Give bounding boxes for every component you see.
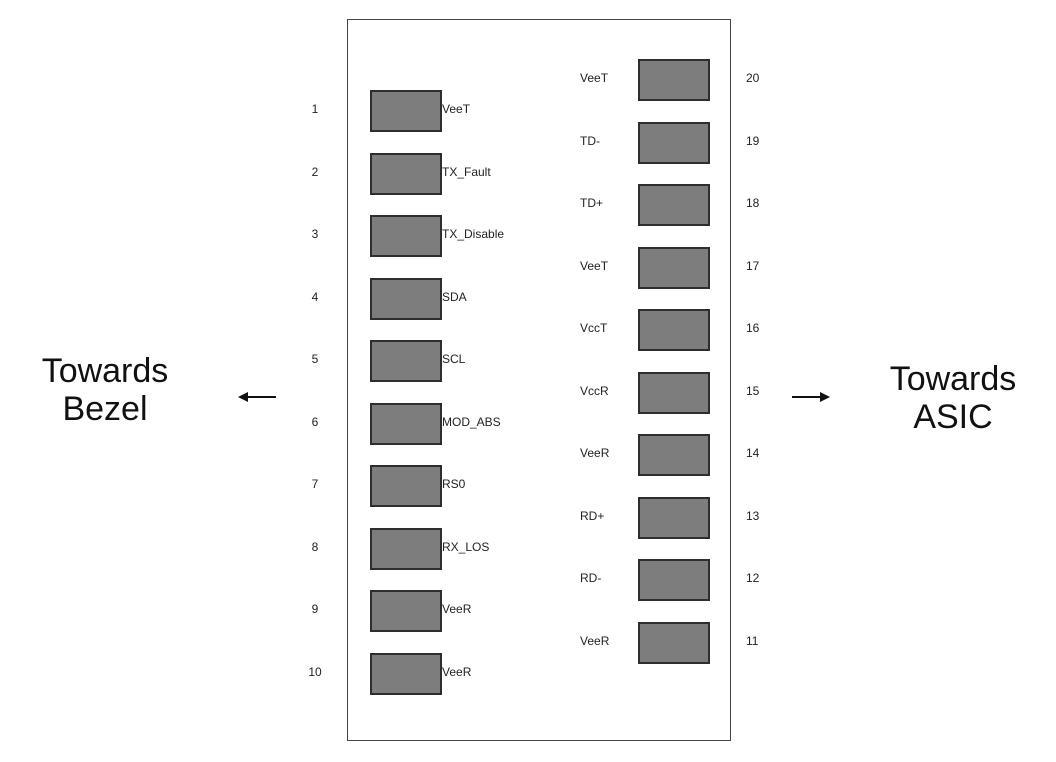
pin-row-17: 17 VeeT — [560, 246, 780, 291]
pin-pad — [370, 527, 442, 570]
pin-signal-label: SCL — [442, 352, 466, 366]
arrow-left-icon — [238, 392, 276, 402]
pin-row-6: 6 MOD_ABS — [300, 402, 560, 447]
towards-bezel-line-2: Bezel — [62, 390, 148, 428]
pin-number: 13 — [746, 508, 760, 523]
pin-number: 2 — [311, 164, 319, 179]
pin-signal-label: VeeR — [580, 633, 610, 648]
pin-signal-label: VeeR — [580, 446, 610, 460]
pin-signal-label: RX_LOS — [442, 539, 490, 554]
pin-number: 16 — [746, 321, 760, 335]
arrow-right-icon — [792, 392, 830, 402]
pin-row-16: 16 VccT — [560, 309, 780, 353]
pin-row-2: 2 TX_Fault — [300, 152, 560, 197]
pin-signal-label: RD+ — [580, 508, 605, 523]
pin-row-5: 5 SCL — [300, 340, 560, 384]
pin-signal-label: TX_Disable — [442, 227, 505, 241]
pin-number: 5 — [311, 352, 319, 366]
pin-pad — [638, 59, 710, 101]
pin-number: 3 — [311, 227, 319, 241]
pin-pad — [638, 496, 710, 539]
pin-signal-label: VccT — [580, 321, 608, 335]
pin-number: 11 — [746, 633, 759, 648]
pin-row-7: 7 RS0 — [300, 465, 560, 509]
pin-row-11: 11 VeeR — [560, 621, 780, 666]
pin-row-19: 19 TD- — [560, 121, 780, 166]
pin-pad — [370, 652, 442, 695]
pin-signal-label: RS0 — [442, 477, 466, 491]
pin-number: 14 — [746, 446, 760, 460]
pin-number: 6 — [311, 414, 319, 429]
pin-row-3: 3 TX_Disable — [300, 215, 560, 259]
pin-signal-label: SDA — [442, 289, 467, 304]
pin-pad — [638, 371, 710, 414]
towards-asic-line-2: ASIC — [913, 398, 993, 436]
pin-signal-label: VeeT — [580, 258, 609, 273]
pin-pad — [370, 215, 442, 257]
pin-row-12: 12 RD- — [560, 559, 780, 603]
pin-signal-label: VeeR — [442, 602, 472, 616]
pin-row-8: 8 RX_LOS — [300, 527, 560, 572]
pin-pad — [638, 246, 710, 289]
pin-signal-label: VccR — [580, 383, 609, 398]
pin-number: 9 — [311, 602, 319, 616]
pin-row-9: 9 VeeR — [300, 590, 560, 634]
pin-pad — [638, 621, 710, 664]
pin-number: 8 — [311, 539, 319, 554]
pin-row-20: 20 VeeT — [560, 59, 780, 103]
pin-pad — [370, 340, 442, 382]
pin-number: 1 — [311, 102, 319, 116]
pin-pad — [638, 184, 710, 226]
pin-pad — [638, 434, 710, 476]
pin-pad — [370, 402, 442, 445]
pin-signal-label: VeeR — [442, 664, 472, 679]
pin-pad — [370, 590, 442, 632]
pin-pad — [370, 152, 442, 195]
pin-signal-label: RD- — [580, 571, 602, 585]
pin-number: 17 — [746, 258, 760, 273]
pin-signal-label: TD- — [580, 133, 600, 148]
pin-pad — [370, 277, 442, 320]
pin-number: 19 — [746, 133, 760, 148]
pin-signal-label: TD+ — [580, 196, 604, 210]
towards-asic-label: Towards ASIC — [868, 360, 1038, 436]
pin-pad — [370, 465, 442, 507]
pin-signal-label: MOD_ABS — [442, 414, 501, 429]
pin-number: 20 — [746, 71, 760, 85]
pin-number: 12 — [746, 571, 760, 585]
towards-bezel-line-1: Towards — [41, 352, 169, 390]
pin-row-18: 18 TD+ — [560, 184, 780, 228]
towards-bezel-label: Towards Bezel — [20, 352, 190, 428]
pin-row-4: 4 SDA — [300, 277, 560, 322]
towards-asic-line-1: Towards — [889, 360, 1017, 398]
pin-pad — [638, 121, 710, 164]
pin-row-15: 15 VccR — [560, 371, 780, 416]
pin-pad — [370, 90, 442, 132]
pin-number: 10 — [308, 664, 322, 679]
pin-number: 15 — [746, 383, 760, 398]
pin-row-1: 1 VeeT — [300, 90, 560, 134]
pin-number: 4 — [311, 289, 319, 304]
pin-pad — [638, 309, 710, 351]
pin-row-10: 10 VeeR — [300, 652, 560, 697]
pin-signal-label: VeeT — [442, 102, 471, 116]
pin-signal-label: VeeT — [580, 71, 609, 85]
pin-number: 18 — [746, 196, 760, 210]
pin-pad — [638, 559, 710, 601]
pin-number: 7 — [311, 477, 319, 491]
pin-signal-label: TX_Fault — [442, 164, 491, 179]
pin-row-14: 14 VeeR — [560, 434, 780, 478]
pin-row-13: 13 RD+ — [560, 496, 780, 541]
